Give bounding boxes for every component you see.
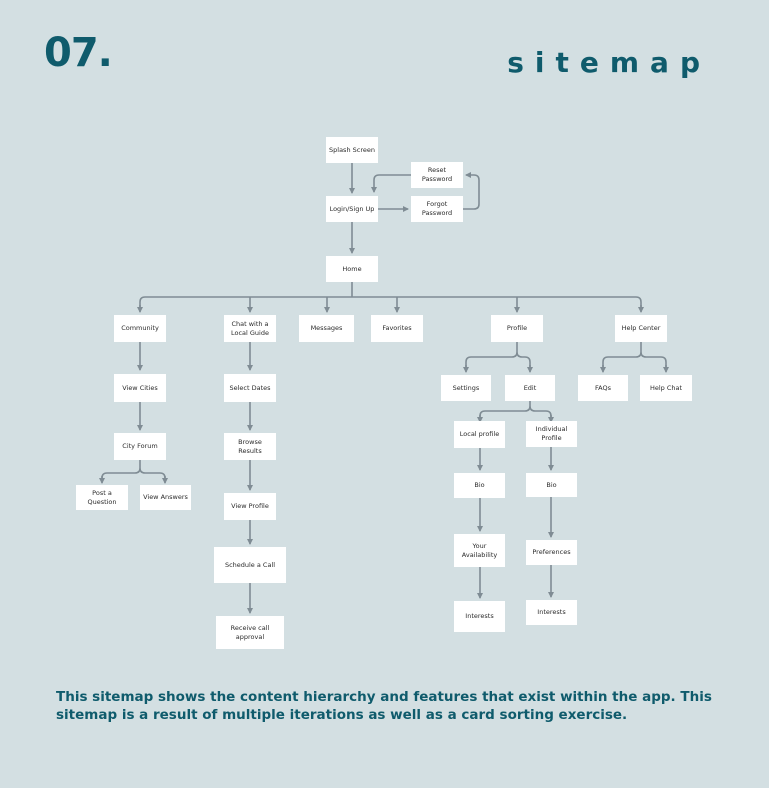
connector-help-split — [602, 342, 667, 371]
node-reset-password: Reset Password — [411, 162, 463, 188]
node-local-interests: Interests — [454, 601, 505, 632]
node-help-center: Help Center — [615, 315, 667, 342]
node-faqs: FAQs — [578, 375, 628, 401]
connector-main-bus — [139, 296, 642, 311]
node-post-question: Post a Question — [76, 485, 128, 510]
node-view-profile: View Profile — [224, 493, 276, 520]
node-schedule-call: Schedule a Call — [214, 547, 286, 583]
section-number: 07. — [44, 30, 113, 76]
connector-forum-split — [101, 460, 166, 482]
connector-profile-split — [465, 342, 531, 371]
node-community: Community — [114, 315, 166, 342]
node-profile: Profile — [491, 315, 543, 342]
connector-edit-split — [479, 401, 552, 421]
connector-forgot-reset — [463, 172, 480, 210]
node-receive-call-approval: Receive call approval — [216, 616, 284, 649]
node-splash-screen: Splash Screen — [326, 137, 378, 163]
sitemap-caption: This sitemap shows the content hierarchy… — [56, 689, 712, 723]
node-messages: Messages — [299, 315, 354, 342]
node-view-cities: View Cities — [114, 374, 166, 402]
node-your-availability: Your Availability — [454, 534, 505, 567]
node-favorites: Favorites — [371, 315, 423, 342]
node-forgot-password: Forgot Password — [411, 196, 463, 222]
node-preferences: Preferences — [526, 540, 577, 565]
node-individual-bio: Bio — [526, 473, 577, 497]
node-local-bio: Bio — [454, 473, 505, 498]
node-edit: Edit — [505, 375, 555, 401]
node-local-profile: Local profile — [454, 421, 505, 448]
node-browse-results: Browse Results — [224, 433, 276, 460]
node-individual-profile: Individual Profile — [526, 421, 577, 447]
node-select-dates: Select Dates — [224, 374, 276, 402]
node-individual-interests: Interests — [526, 600, 577, 625]
node-login-sign-up: Login/Sign Up — [326, 196, 378, 222]
node-help-chat: Help Chat — [640, 375, 692, 401]
node-city-forum: City Forum — [114, 433, 166, 460]
page-title: sitemap — [507, 46, 711, 79]
node-settings: Settings — [441, 375, 491, 401]
node-home: Home — [326, 256, 378, 282]
node-chat-local-guide: Chat with a Local Guide — [224, 315, 276, 342]
node-view-answers: View Answers — [140, 485, 191, 510]
connector-reset-login — [371, 174, 411, 193]
